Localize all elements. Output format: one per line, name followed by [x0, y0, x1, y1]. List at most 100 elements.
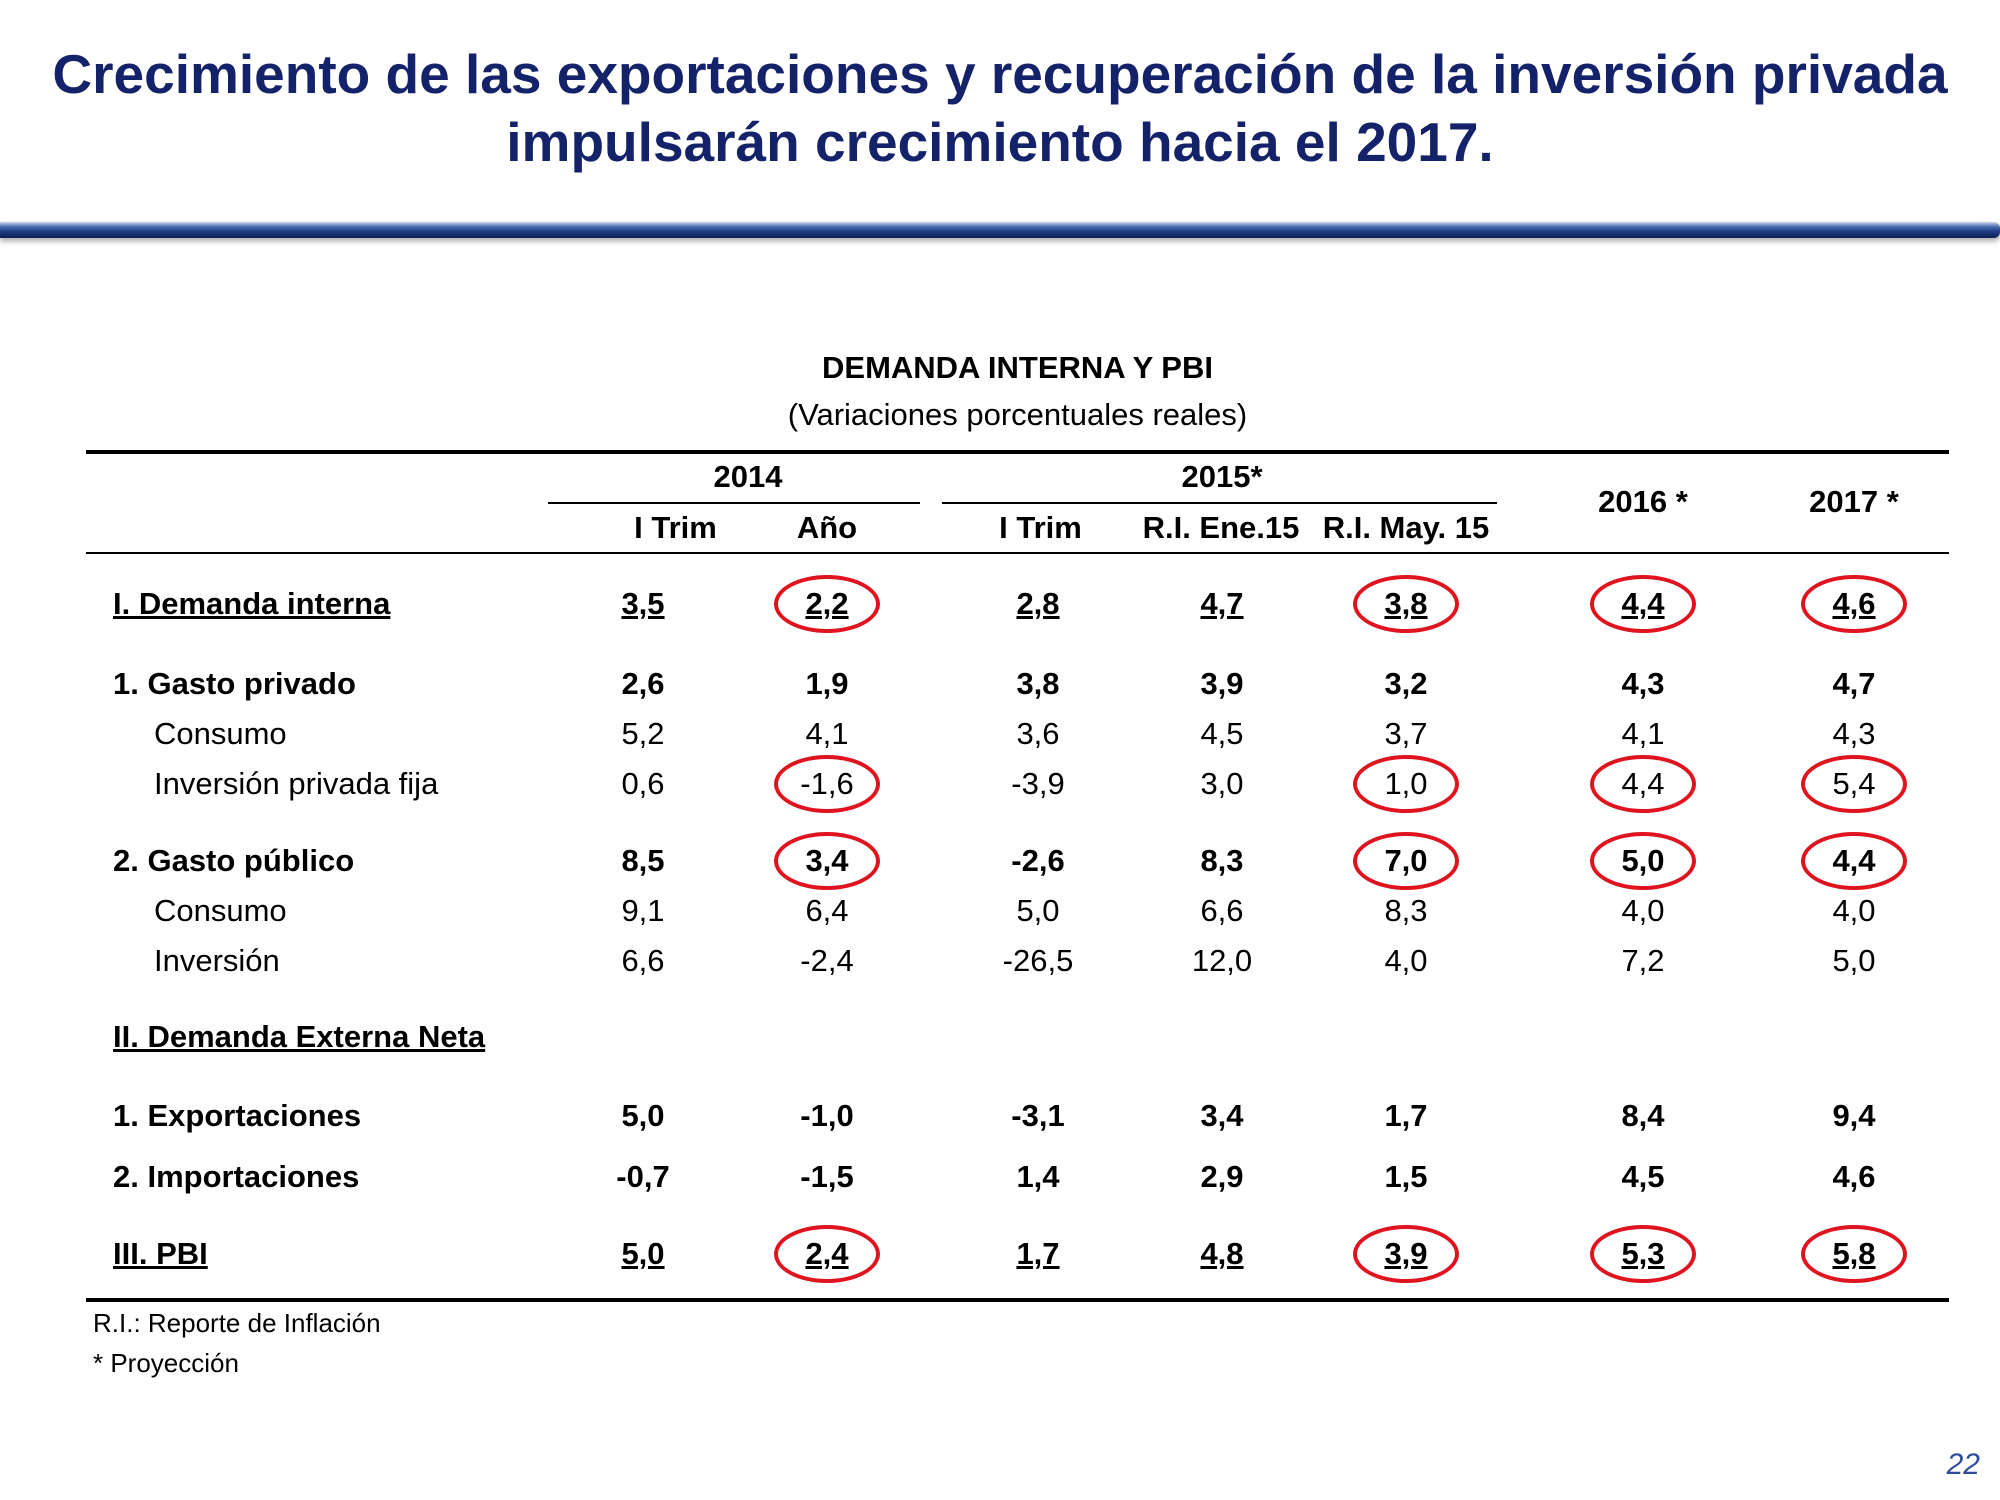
row-label: Inversión privada fija: [154, 766, 439, 801]
note-ri: R.I.: Reporte de Inflación: [93, 1308, 381, 1338]
highlight-circle: [1590, 1225, 1696, 1283]
highlight-circle: [1353, 1225, 1459, 1283]
table-cell: 4,5: [1621, 1159, 1665, 1194]
table-cell: -2,4: [800, 943, 854, 978]
title-line-1: Crecimiento de las exportaciones y recup…: [52, 43, 1948, 105]
table-cell: 0,6: [621, 766, 665, 801]
highlight-circle: [774, 575, 880, 633]
table-cell: -3,1: [1011, 1098, 1065, 1133]
title-line-2: impulsarán crecimiento hacia el 2017.: [506, 111, 1494, 173]
highlight-circle: [1801, 755, 1907, 813]
row-label: 2. Importaciones: [113, 1159, 360, 1194]
rule-2014: [548, 502, 920, 504]
table-title: DEMANDA INTERNA Y PBI: [822, 350, 1213, 385]
table-subtitle: (Variaciones porcentuales reales): [787, 397, 1248, 432]
table-cell: 1,9: [805, 666, 849, 701]
highlight-circle: [1590, 832, 1696, 890]
table-cell: 2,9: [1200, 1159, 1244, 1194]
table-cell: 1,7: [1384, 1098, 1428, 1133]
table-cell: 3,5: [621, 586, 665, 621]
highlight-circle: [1801, 575, 1907, 633]
table-cell: 3,9: [1200, 666, 1244, 701]
table-cell: 6,6: [621, 943, 665, 978]
slide-title: Crecimiento de las exportaciones y recup…: [0, 40, 2000, 176]
table-notes: R.I.: Reporte de Inflación * Proyección: [93, 1303, 381, 1383]
highlight-circle: [1353, 575, 1459, 633]
table-cell: 3,0: [1200, 766, 1244, 801]
table-cell: 3,4: [1200, 1098, 1244, 1133]
table-cell: -2,6: [1011, 843, 1065, 878]
table-cell: 9,4: [1832, 1098, 1876, 1133]
table-cell: 7,2: [1621, 943, 1665, 978]
subheader-ri-ene15: R.I. Ene.15: [1142, 510, 1300, 545]
table-cell: 2,6: [621, 666, 665, 701]
table-cell: -1,0: [800, 1098, 854, 1133]
highlight-circle: [774, 755, 880, 813]
table-cell: 4,3: [1621, 666, 1665, 701]
table-cell: 3,2: [1384, 666, 1428, 701]
table-cell: -3,9: [1011, 766, 1065, 801]
note-proyeccion: * Proyección: [93, 1348, 239, 1378]
row-label: II. Demanda Externa Neta: [113, 1019, 486, 1054]
table-cell: 4,6: [1832, 1159, 1876, 1194]
table-cell: 4,0: [1832, 893, 1876, 928]
table-cell: 3,7: [1384, 716, 1428, 751]
header-2017: 2017 *: [1809, 484, 1899, 519]
header-2016: 2016 *: [1598, 484, 1688, 519]
row-label: 1. Gasto privado: [113, 666, 356, 701]
header-2015: 2015*: [1181, 459, 1263, 494]
row-label: I. Demanda interna: [113, 586, 391, 621]
table-cell: -26,5: [1002, 943, 1074, 978]
table-cell: 8,3: [1200, 843, 1244, 878]
table-cell: 9,1: [621, 893, 665, 928]
table-cell: 4,7: [1200, 586, 1244, 621]
row-label: Consumo: [154, 893, 287, 928]
table-cell: 6,6: [1200, 893, 1244, 928]
table-cell: 4,5: [1200, 716, 1244, 751]
table-cell: 5,0: [1832, 943, 1876, 978]
subheader-2014-itrim: I Trim: [634, 510, 717, 545]
highlight-circle: [1590, 575, 1696, 633]
row-label: Consumo: [154, 716, 287, 751]
table-cell: 5,0: [621, 1098, 665, 1133]
highlight-circle: [1353, 832, 1459, 890]
table-cell: 4,1: [805, 716, 849, 751]
table-cell: 4,8: [1200, 1236, 1244, 1271]
table-top-rule: [86, 450, 1949, 454]
highlight-circle: [1590, 755, 1696, 813]
table-cell: 5,0: [1016, 893, 1060, 928]
table-cell: 8,3: [1384, 893, 1428, 928]
table-cell: 1,7: [1016, 1236, 1060, 1271]
highlight-circle: [774, 1225, 880, 1283]
highlight-circle: [774, 832, 880, 890]
table-cell: 1,5: [1384, 1159, 1428, 1194]
row-label: 2. Gasto público: [113, 843, 355, 878]
header-bottom-rule: [86, 552, 1949, 554]
row-label: 1. Exportaciones: [113, 1098, 362, 1133]
table-cell: 2,8: [1016, 586, 1060, 621]
highlight-circle: [1801, 1225, 1907, 1283]
table-cell: 4,0: [1384, 943, 1428, 978]
table-cell: 5,2: [621, 716, 665, 751]
title-rule: [0, 222, 2000, 238]
table-cell: 3,6: [1016, 716, 1060, 751]
rule-2015: [942, 502, 1497, 504]
table-bottom-rule: [86, 1298, 1949, 1302]
row-label: III. PBI: [113, 1236, 208, 1271]
table-cell: 4,0: [1621, 893, 1665, 928]
subheader-2015-itrim: I Trim: [999, 510, 1082, 545]
table-cell: -1,5: [800, 1159, 854, 1194]
table-cell: -0,7: [616, 1159, 670, 1194]
subheader-2014-ano: Año: [796, 510, 858, 545]
table-cell: 4,3: [1832, 716, 1876, 751]
row-label: Inversión: [154, 943, 280, 978]
table-cell: 4,7: [1832, 666, 1876, 701]
table-cell: 3,8: [1016, 666, 1060, 701]
table-cell: 6,4: [805, 893, 849, 928]
table-cell: 12,0: [1191, 943, 1253, 978]
subheader-ri-may15: R.I. May. 15: [1322, 510, 1490, 545]
highlight-circle: [1801, 832, 1907, 890]
table-cell: 1,4: [1016, 1159, 1060, 1194]
table-cell: 8,5: [621, 843, 665, 878]
page-number: 22: [1946, 1448, 1980, 1481]
